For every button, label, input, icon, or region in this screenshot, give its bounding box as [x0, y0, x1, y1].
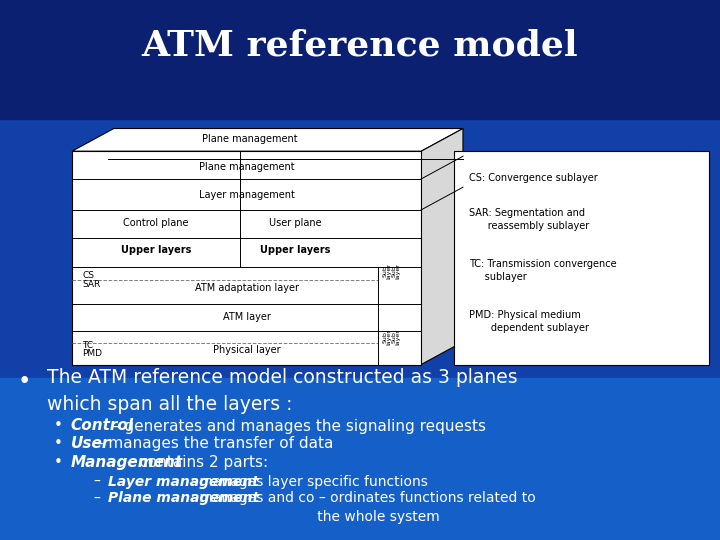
Text: Layer management: Layer management [108, 475, 258, 489]
Text: SAR: Segmentation and
      reassembly sublayer: SAR: Segmentation and reassembly sublaye… [469, 208, 589, 231]
Text: PMD: Physical medium
       dependent sublayer: PMD: Physical medium dependent sublayer [469, 310, 589, 333]
Text: Sub
layer
Sub
layer: Sub layer Sub layer [382, 329, 400, 345]
Text: Sub
layer
Sub
layer: Sub layer Sub layer [382, 263, 400, 279]
Text: •: • [54, 436, 63, 451]
Text: – contains 2 parts:: – contains 2 parts: [122, 455, 269, 470]
Text: ATM reference model: ATM reference model [142, 29, 578, 63]
Text: ATM adaptation layer: ATM adaptation layer [194, 283, 299, 293]
Text: Plane management: Plane management [199, 162, 294, 172]
Bar [0, 0, 720, 119]
Text: •: • [18, 370, 32, 393]
Text: TC: TC [83, 341, 94, 350]
Text: SAR: SAR [83, 280, 101, 289]
Text: –: – [94, 475, 101, 489]
Text: : manages layer specific functions: : manages layer specific functions [186, 475, 428, 489]
Text: Plane management: Plane management [202, 134, 298, 144]
Text: User plane: User plane [269, 218, 322, 228]
Text: Upper layers: Upper layers [261, 245, 330, 255]
Polygon shape [72, 129, 463, 151]
Text: – manages the transfer of data: – manages the transfer of data [91, 436, 333, 451]
Text: CS: CS [83, 272, 94, 280]
Text: PMD: PMD [83, 349, 102, 359]
Text: –: – [94, 491, 101, 505]
Text: Upper layers: Upper layers [121, 245, 191, 255]
Text: Control: Control [71, 418, 134, 434]
Polygon shape [421, 129, 463, 364]
Text: •: • [54, 418, 63, 434]
Text: The ATM reference model constructed as 3 planes
which span all the layers :: The ATM reference model constructed as 3… [47, 368, 518, 414]
Text: ATM layer: ATM layer [222, 312, 271, 321]
Text: Management: Management [71, 455, 183, 470]
Text: – generates and manages the signaling requests: – generates and manages the signaling re… [107, 418, 486, 434]
Text: Control plane: Control plane [123, 218, 189, 228]
Text: CS: Convergence sublayer: CS: Convergence sublayer [469, 173, 598, 183]
Bar [454, 151, 709, 364]
Text: Plane management: Plane management [108, 491, 259, 505]
Bar [0, 378, 720, 540]
Bar [72, 151, 421, 364]
Text: : manages and co – ordinates functions related to
                              : : manages and co – ordinates functions r… [186, 491, 536, 524]
Text: Physical layer: Physical layer [213, 345, 280, 355]
Text: TC: Transmission convergence
     sublayer: TC: Transmission convergence sublayer [469, 259, 616, 282]
Text: •: • [54, 455, 63, 470]
Text: User: User [71, 436, 110, 451]
Text: Layer management: Layer management [199, 190, 294, 200]
